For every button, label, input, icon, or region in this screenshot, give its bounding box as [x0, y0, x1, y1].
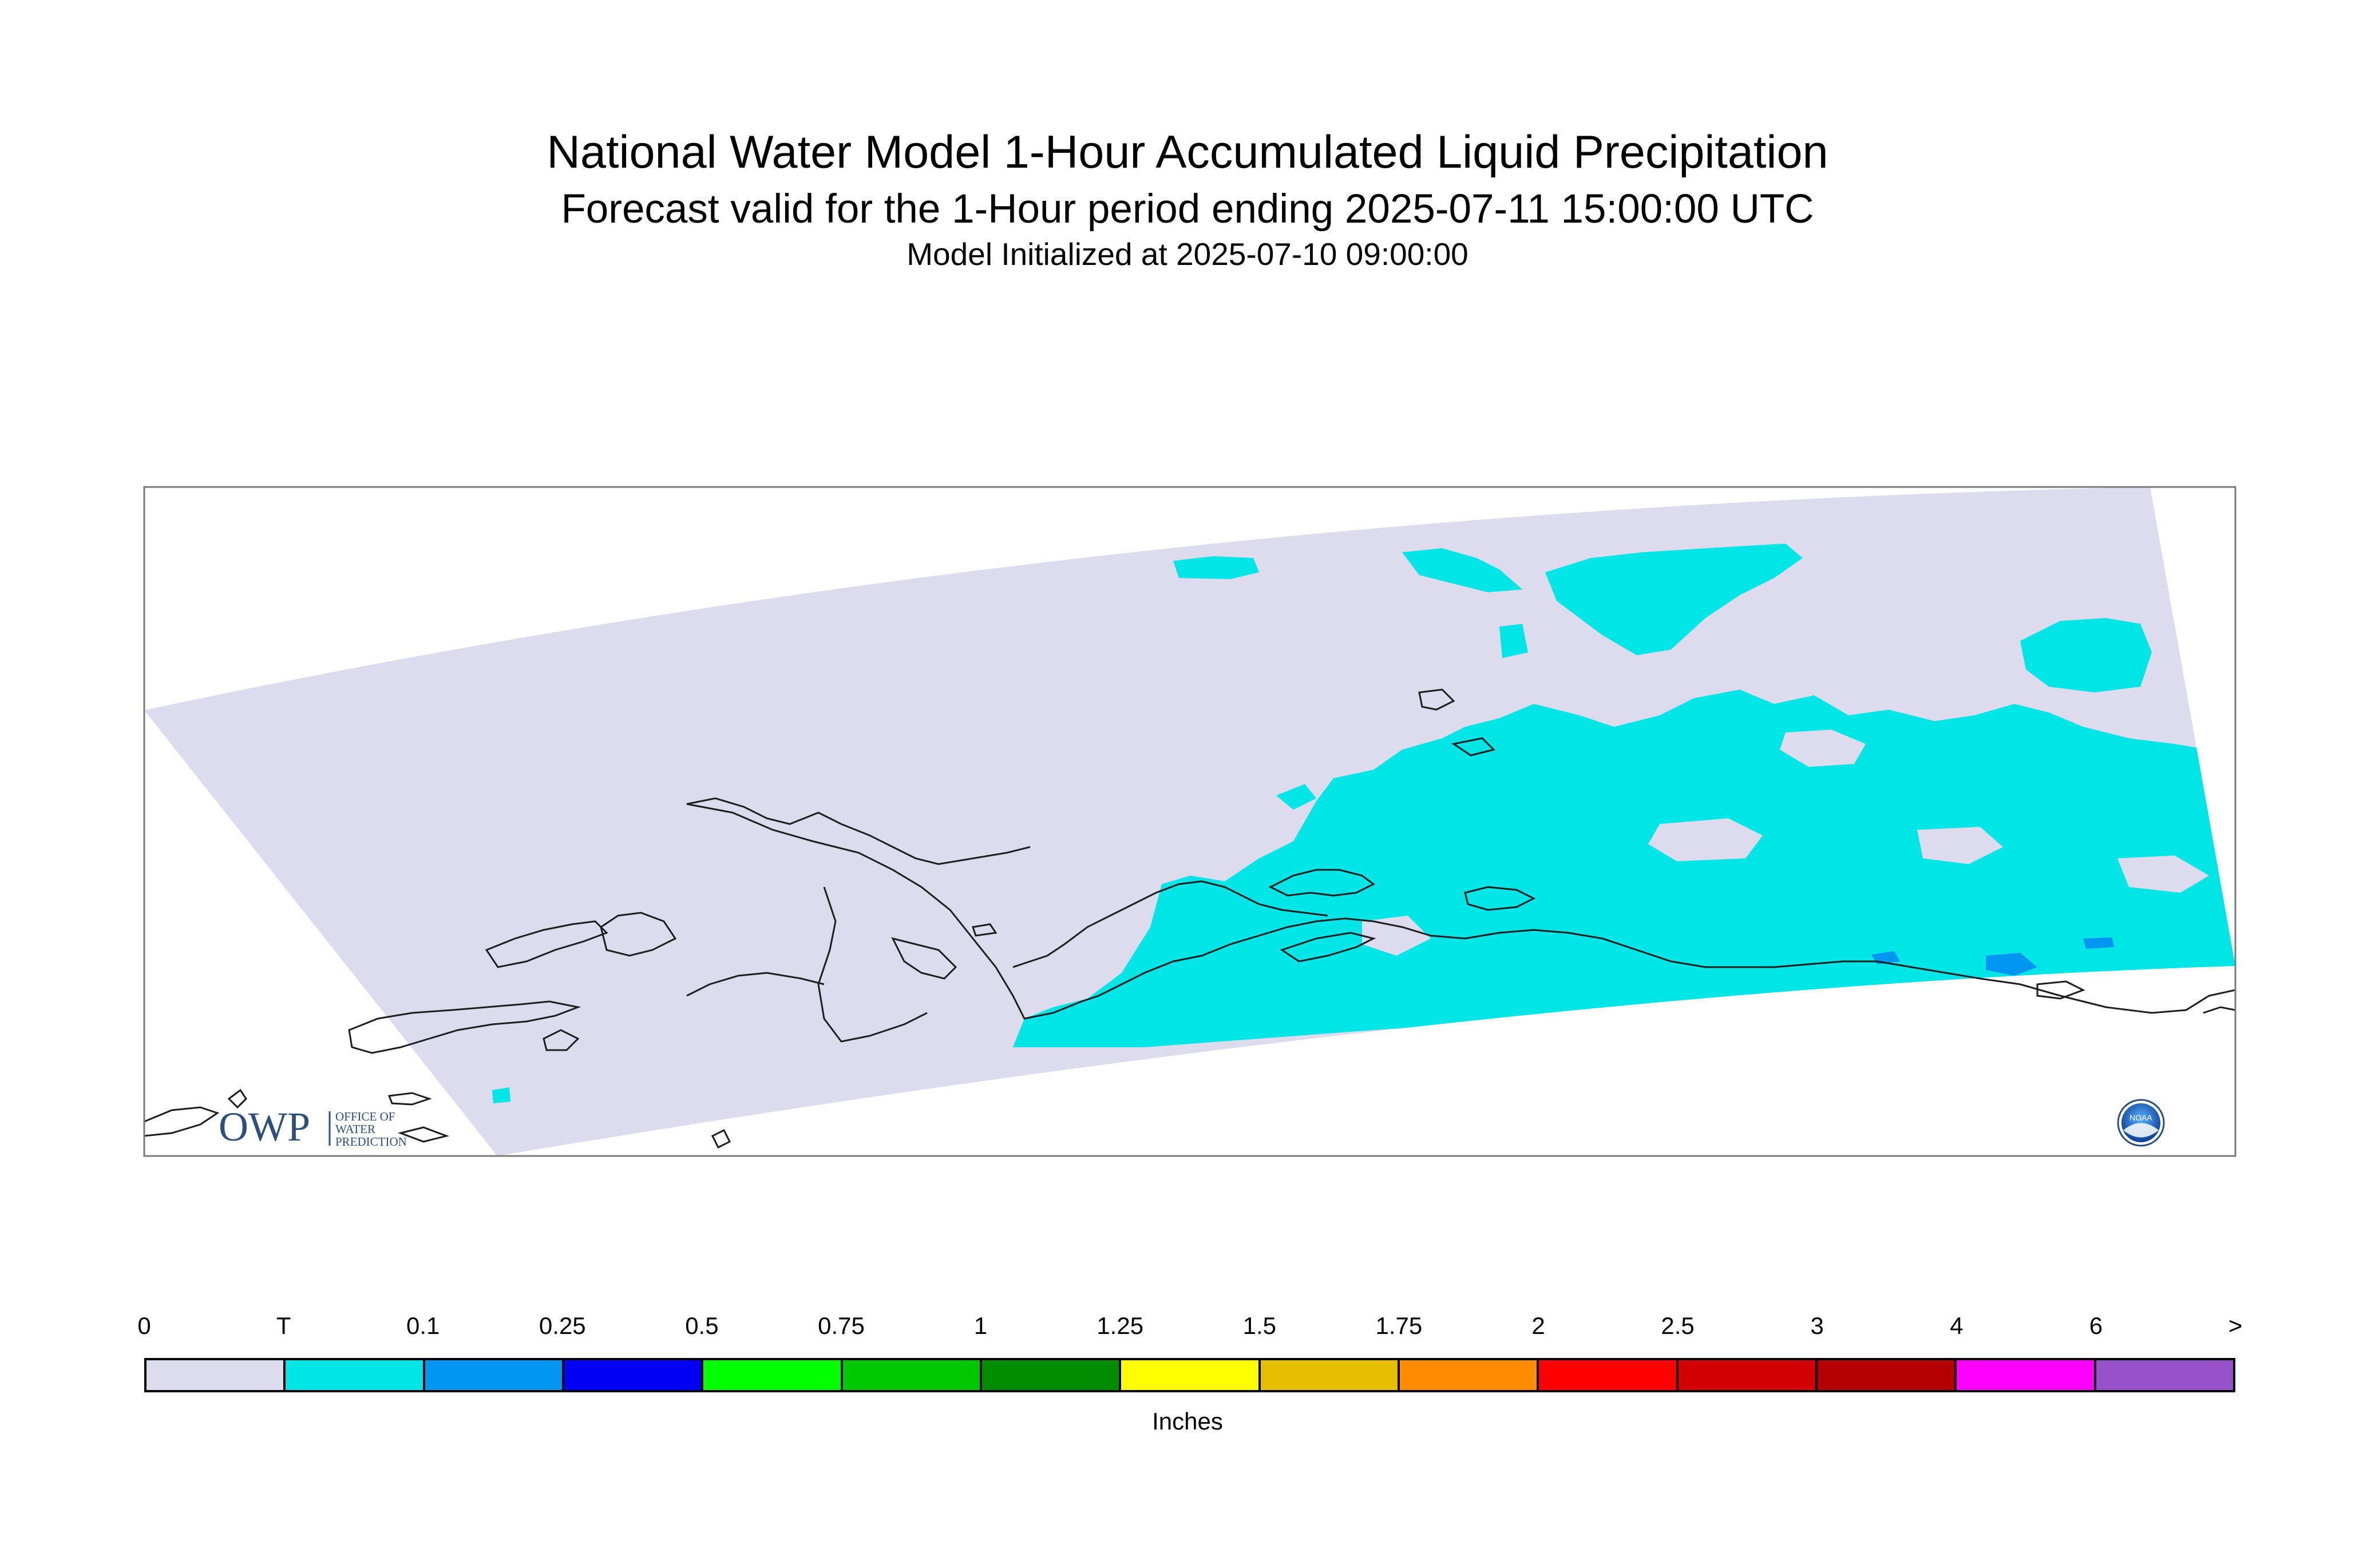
legend-tick-label: 1.25	[1097, 1312, 1144, 1339]
precip-area-north-3	[1545, 544, 1803, 655]
coastlines	[144, 688, 2235, 1149]
dry-gap-1	[1780, 730, 1866, 767]
precip-area-small-3	[492, 1087, 510, 1103]
owp-logo-line-1: OFFICE OF	[335, 1110, 395, 1123]
noaa-logo: NOAA	[2117, 1099, 2165, 1147]
legend-tick-label: 4	[1950, 1312, 1964, 1339]
legend-tick-label: 0	[137, 1312, 151, 1339]
noaa-logo-text: NOAA	[2129, 1113, 2152, 1122]
dry-gap-2	[1648, 818, 1763, 861]
legend-tick-label: 1.5	[1242, 1312, 1276, 1339]
precip-area-north-2	[1402, 548, 1522, 592]
legend-tick-label: >	[2228, 1312, 2243, 1339]
map-content	[144, 487, 2235, 1156]
legend-swatch	[703, 1360, 843, 1390]
legend-color-bar	[144, 1358, 2235, 1392]
legend-tick-label: 0.25	[539, 1312, 586, 1339]
legend-swatch	[286, 1360, 425, 1390]
precip-area-north-1	[1173, 556, 1259, 579]
legend-swatch	[147, 1360, 286, 1390]
owp-logo-letters: OWP	[219, 1104, 310, 1150]
owp-logo-line-2: WATER	[335, 1122, 375, 1136]
legend-tick-label: 2.5	[1661, 1312, 1695, 1339]
precip-area-small-2	[1276, 784, 1316, 810]
legend-tick-label: 3	[1810, 1312, 1824, 1339]
map-subtitle: Forecast valid for the 1-Hour period end…	[561, 187, 1814, 232]
legend-swatch	[564, 1360, 704, 1390]
precip-area-small-1	[1499, 624, 1528, 658]
legend-swatch	[1399, 1360, 1539, 1390]
legend-tick-label: 0.5	[685, 1312, 719, 1339]
owp-logo: OWP OFFICE OF WATER PREDICTION	[219, 1104, 407, 1150]
legend-swatch	[1678, 1360, 1818, 1390]
legend-tick-label: 6	[2089, 1312, 2103, 1339]
legend-tick-label: 1	[973, 1312, 988, 1339]
legend-swatch	[1539, 1360, 1679, 1390]
legend-swatch	[842, 1360, 982, 1390]
legend-swatch	[425, 1360, 564, 1390]
light-blue-precip-3	[2083, 937, 2115, 949]
legend-tick-label: 0.1	[406, 1312, 440, 1339]
legend-units: Inches	[1152, 1408, 1223, 1435]
legend-tick-label: 0.75	[818, 1312, 865, 1339]
legend-swatch	[981, 1360, 1122, 1390]
legend-tick-label: T	[276, 1312, 291, 1339]
legend-swatch	[1957, 1360, 2096, 1390]
legend-swatch	[2096, 1360, 2233, 1390]
model-init-line: Model Initialized at 2025-07-10 09:00:00	[907, 236, 1468, 272]
precip-area-north-4	[2020, 618, 2152, 692]
dry-gap-4	[1362, 916, 1431, 956]
legend-tick-label: 2	[1531, 1312, 1545, 1339]
map-title: National Water Model 1-Hour Accumulated …	[547, 126, 1828, 178]
map-frame	[143, 486, 2237, 1157]
legend-swatch	[1121, 1360, 1261, 1390]
legend-tick-label: 1.75	[1375, 1312, 1423, 1339]
owp-logo-line-3: PREDICTION	[335, 1135, 407, 1149]
dry-gap-3	[1917, 827, 2003, 864]
legend-swatch	[1817, 1360, 1957, 1390]
dry-gap-5	[2117, 856, 2209, 893]
legend-swatch	[1260, 1360, 1400, 1390]
light-blue-precip-1	[1986, 953, 2037, 976]
